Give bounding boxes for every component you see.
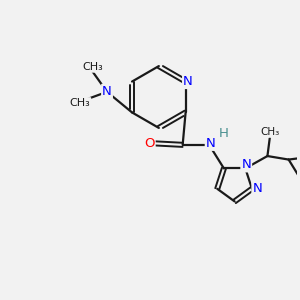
Text: N: N <box>183 75 193 88</box>
Text: N: N <box>206 137 215 150</box>
Text: H: H <box>219 127 229 140</box>
Text: N: N <box>252 182 262 195</box>
Text: O: O <box>144 137 154 150</box>
Text: N: N <box>242 158 251 171</box>
Text: CH₃: CH₃ <box>261 128 280 137</box>
Text: CH₃: CH₃ <box>82 62 103 72</box>
Text: CH₃: CH₃ <box>70 98 90 108</box>
Text: N: N <box>102 85 112 98</box>
